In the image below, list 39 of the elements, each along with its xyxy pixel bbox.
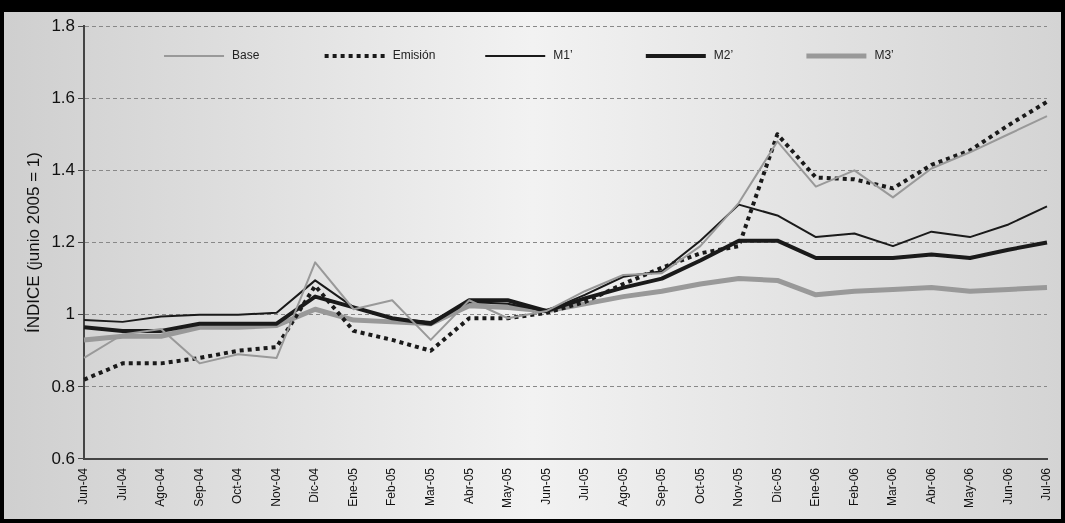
x-tick-label: Ago-04 [153, 467, 168, 507]
y-tick-label: 0.6 [51, 448, 76, 468]
x-tick-label: Jun-06 [1000, 467, 1015, 505]
x-tick-label: Jul-06 [1039, 467, 1054, 501]
y-axis-title: ÍNDICE (junio 2005 = 1) [23, 152, 43, 333]
x-tick-label: Sep-05 [654, 467, 669, 507]
y-tick-label: 1.2 [51, 232, 76, 252]
x-tick-label: Oct-05 [692, 467, 707, 504]
x-tick-label: May-06 [962, 467, 977, 508]
x-tick-label: Ene-06 [808, 467, 823, 507]
x-tick-label: Ago-05 [615, 467, 630, 507]
x-tick-label: Jul-04 [114, 467, 129, 501]
x-tick-label: Jul-05 [577, 467, 592, 501]
x-tick-label: Mar-06 [885, 467, 900, 506]
y-tick-label: 1.8 [51, 15, 76, 35]
legend-label: Base [232, 48, 260, 63]
x-tick-label: Oct-04 [230, 467, 245, 504]
x-tick-label: Dic-04 [307, 467, 322, 503]
legend-label: M3’ [874, 48, 894, 63]
x-tick-label: May-05 [500, 467, 515, 508]
x-tick-label: Abr-05 [461, 467, 476, 505]
legend-label: M2’ [713, 48, 734, 63]
x-tick-label: Nov-05 [731, 467, 746, 507]
x-tick-label: Feb-05 [384, 467, 399, 507]
x-tick-label: Nov-04 [268, 467, 283, 507]
x-tick-label: Jun-04 [76, 467, 91, 505]
x-tick-label: Ene-05 [345, 467, 360, 507]
x-tick-label: Jun-05 [538, 467, 553, 505]
y-tick-label: 1.4 [51, 160, 76, 180]
legend-label: M1’ [553, 48, 573, 63]
legend-label: Emisión [392, 48, 436, 63]
x-tick-label: Sep-04 [191, 467, 206, 507]
y-tick-label: 1 [65, 304, 76, 324]
y-tick-label: 1.6 [51, 87, 76, 107]
x-tick-label: Abr-06 [923, 467, 938, 505]
x-tick-label: Feb-06 [846, 467, 861, 507]
x-tick-label: Mar-05 [423, 467, 438, 506]
x-tick-label: Dic-05 [769, 467, 784, 503]
y-tick-label: 0.8 [51, 376, 76, 396]
